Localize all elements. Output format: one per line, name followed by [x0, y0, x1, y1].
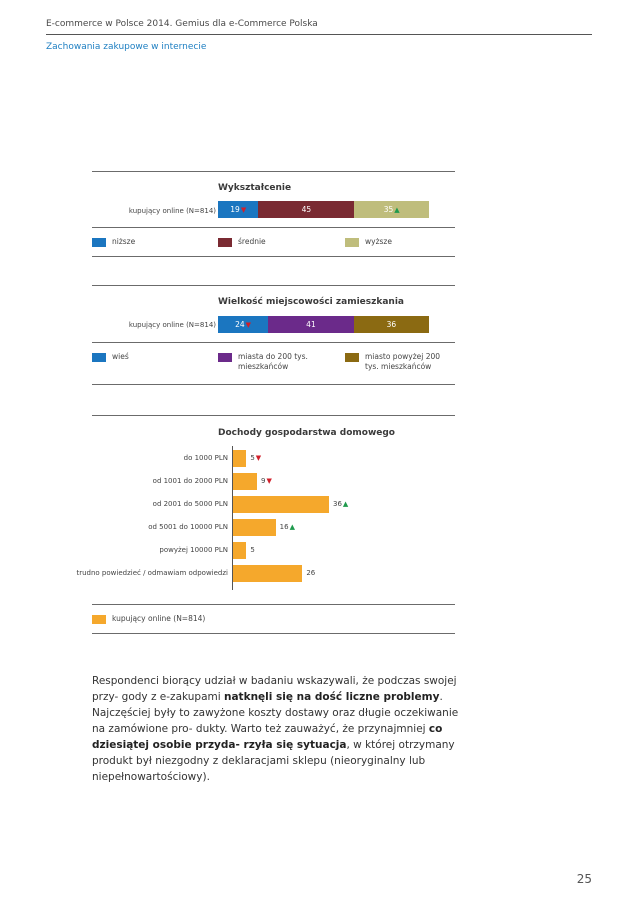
stacked-segment: 45 [258, 201, 355, 218]
category-label: od 1001 do 2000 PLN [152, 477, 228, 485]
chart2-legend-item: miasta do 200 tys. mieszkańców [218, 352, 320, 372]
up-arrow-icon: ▲ [394, 206, 400, 214]
bar-value-label: 5▼ [250, 454, 262, 462]
paragraph-bold: natknęli się na dość liczne problemy [224, 690, 440, 703]
legend-label: wieś [112, 352, 129, 361]
legend-swatch [92, 353, 106, 362]
segment-value-label: 19▼ [230, 205, 247, 214]
stacked-segment: 36 [353, 316, 429, 333]
up-arrow-icon: ▲ [289, 523, 295, 531]
down-arrow-icon: ▼ [255, 454, 262, 462]
stacked-segment: 19▼ [218, 201, 259, 218]
bar [233, 519, 276, 536]
page-number: 25 [576, 872, 592, 886]
chart3-axis [232, 446, 233, 590]
paragraph-text: . Najczęściej były to zawyżone koszty do… [92, 690, 459, 735]
publication-title: E-commerce w Polsce 2014. Gemius dla e-C… [46, 19, 318, 29]
bar [233, 565, 303, 582]
chart1-stacked-bar: 19▼ 45 35▲ [218, 201, 429, 218]
chart1-top-rule [92, 171, 455, 172]
chart2-top-rule [92, 285, 455, 286]
bar [233, 473, 257, 490]
bar-value-label: 36▲ [333, 500, 349, 508]
body-paragraph: Respondenci biorący udział w badaniu wsk… [92, 673, 462, 785]
segment-value-label: 45 [301, 205, 312, 214]
segment-value-label: 41 [306, 320, 316, 329]
down-arrow-icon: ▼ [266, 477, 272, 485]
bar-value-label: 16▲ [279, 523, 295, 531]
legend-label: wyższe [365, 237, 392, 246]
up-arrow-icon: ▲ [342, 500, 349, 508]
chart2-stacked-bar: 24▼ 41 36 [218, 316, 429, 333]
stacked-segment: 41 [268, 316, 354, 333]
bar-value-label: 9▼ [261, 477, 272, 485]
section-title: Zachowania zakupowe w internecie [46, 42, 207, 52]
legend-swatch [218, 238, 232, 247]
chart2-bottom-rule [92, 384, 455, 385]
segment-value-label: 24▼ [235, 320, 252, 329]
chart3-top-rule [92, 415, 455, 416]
chart1-bottom-rule [92, 256, 455, 257]
bar-value-label: 26 [306, 569, 316, 577]
stacked-segment: 24▼ [218, 316, 269, 333]
legend-label: średnie [238, 237, 266, 246]
bar [233, 542, 247, 559]
paragraph-bold: co dziesiątej osobie przyda- rzyła się s… [92, 722, 443, 751]
category-label: od 2001 do 5000 PLN [152, 500, 228, 508]
category-label: powyżej 10000 PLN [159, 546, 228, 554]
chart2-row-label: kupujący online (N=814) [128, 321, 216, 329]
chart1-legend-item: średnie [218, 237, 266, 247]
chart1-mid-rule [92, 227, 455, 228]
bar [233, 496, 329, 513]
down-arrow-icon: ▼ [245, 321, 252, 329]
legend-swatch [345, 238, 359, 247]
header-divider [46, 34, 592, 35]
chart2-legend-item: wieś [92, 352, 129, 362]
chart1-title: Wykształcenie [218, 183, 292, 193]
legend-swatch [92, 238, 106, 247]
bar [233, 450, 247, 467]
legend-label: kupujący online (N=814) [112, 614, 206, 623]
chart2-legend-item: miasto powyżej 200 tys. mieszkańców [345, 352, 453, 372]
legend-swatch [92, 615, 106, 624]
down-arrow-icon: ▼ [240, 206, 247, 214]
segment-value-label: 36 [386, 320, 397, 329]
chart3-mid-rule [92, 604, 455, 605]
bar-value-label: 5 [250, 546, 255, 554]
paragraph-text: Respondenci biorący udział w badaniu wsk… [92, 674, 457, 703]
chart3-legend-item: kupujący online (N=814) [92, 614, 205, 624]
chart1-row-label: kupujący online (N=814) [128, 207, 216, 215]
chart1-legend-item: wyższe [345, 237, 392, 247]
legend-label: niższe [112, 237, 136, 246]
chart2-mid-rule [92, 342, 455, 343]
segment-value-label: 35▲ [383, 205, 400, 214]
paragraph-text: , w której otrzymany produkt był niezgod… [92, 738, 455, 783]
chart3-bottom-rule [92, 633, 455, 634]
chart1-legend-item: niższe [92, 237, 135, 247]
legend-swatch [345, 353, 359, 362]
legend-label: miasto powyżej 200 tys. mieszkańców [365, 352, 441, 371]
chart2-title: Wielkość miejscowości zamieszkania [218, 297, 404, 307]
legend-label: miasta do 200 tys. mieszkańców [238, 352, 308, 371]
legend-swatch [218, 353, 232, 362]
category-label: do 1000 PLN [183, 454, 228, 462]
stacked-segment: 35▲ [354, 201, 429, 218]
category-label: od 5001 do 10000 PLN [148, 523, 228, 531]
category-label: trudno powiedzieć / odmawiam odpowiedzi [76, 569, 228, 577]
chart3-title: Dochody gospodarstwa domowego [218, 428, 395, 438]
